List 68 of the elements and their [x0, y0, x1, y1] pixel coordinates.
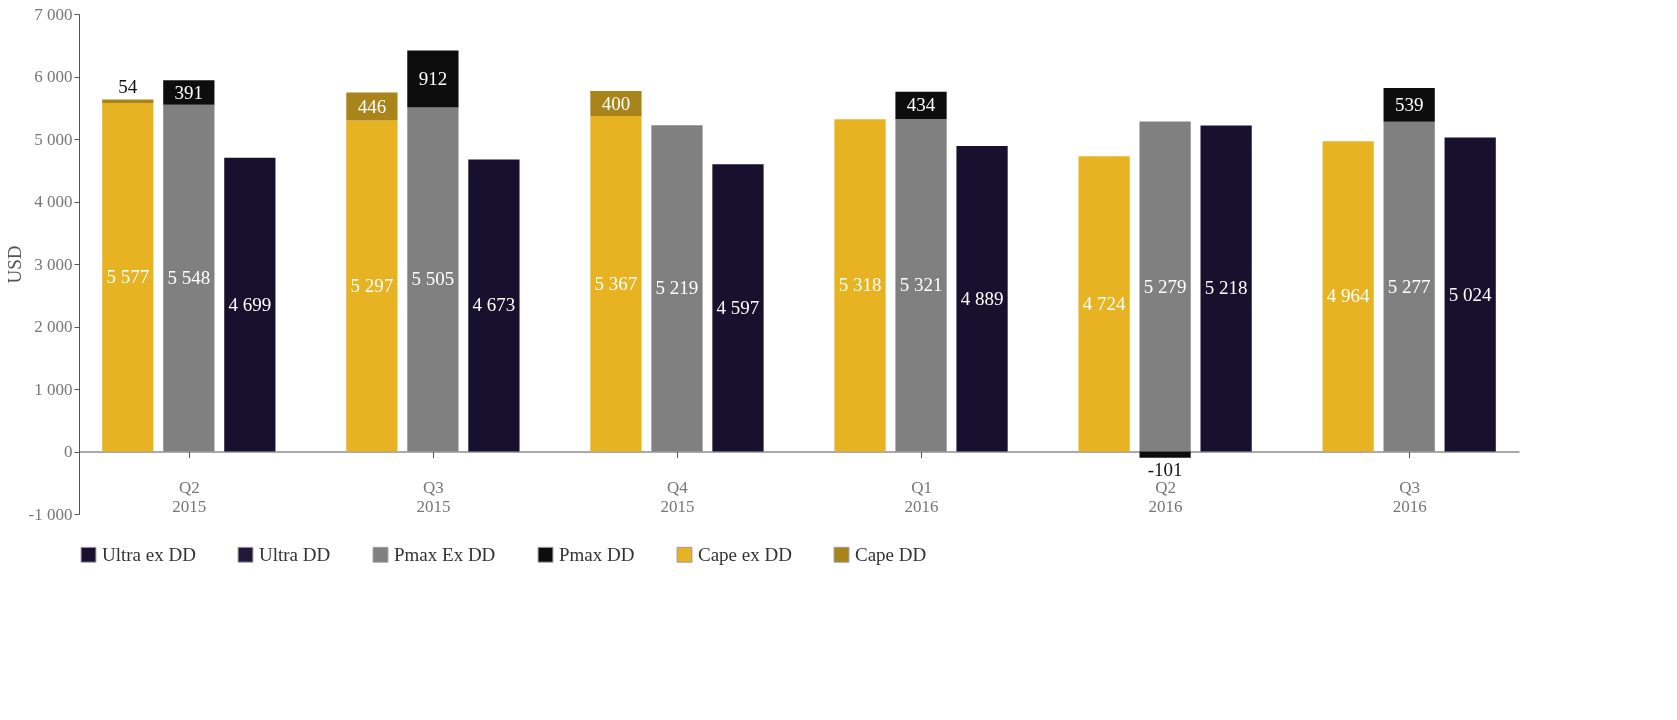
bar	[1444, 137, 1496, 452]
data-label: 4 889	[960, 287, 1004, 309]
bar	[1139, 121, 1191, 452]
bar	[895, 118, 947, 452]
data-label: 391	[174, 81, 204, 103]
bar	[834, 119, 886, 452]
bar	[1322, 141, 1374, 452]
data-label: 5 318	[838, 274, 882, 296]
y-axis-title: USD	[3, 245, 25, 284]
data-label: 5 024	[1448, 283, 1493, 305]
y-tick-label: 3 000	[34, 254, 73, 274]
data-label: 5 577	[106, 266, 150, 288]
data-label: 4 724	[1082, 292, 1126, 314]
y-tick-label: 6 000	[34, 67, 73, 86]
data-label: 446	[357, 95, 387, 117]
legend-label: Cape ex DD	[698, 543, 792, 565]
data-label: 5 505	[411, 268, 455, 290]
data-label: -101	[1147, 458, 1183, 480]
data-label: 400	[601, 92, 631, 114]
y-tick-label: -1 000	[28, 504, 73, 524]
data-label: 5 548	[167, 267, 211, 289]
y-tick-label: 7 000	[34, 4, 73, 24]
data-label: 4 699	[228, 293, 272, 315]
x-tick-label: Q4 2015	[660, 478, 695, 516]
data-label: 434	[906, 94, 936, 116]
bar	[407, 107, 459, 452]
bar	[224, 157, 276, 452]
x-tick-label: Q3 2016	[1392, 478, 1427, 516]
legend-label: Pmax Ex DD	[394, 543, 496, 565]
x-tick-label: Q3 2015	[416, 478, 451, 516]
bar	[590, 116, 642, 452]
bar	[468, 159, 520, 452]
data-label: 539	[1394, 93, 1424, 115]
data-label: 5 297	[350, 274, 394, 296]
data-label: 5 277	[1387, 275, 1431, 297]
data-label: 5 367	[594, 272, 638, 294]
data-label: 54	[118, 75, 138, 97]
bar	[651, 125, 703, 452]
legend-label: Ultra ex DD	[102, 543, 196, 565]
y-tick-label: 0	[64, 442, 73, 461]
bar	[712, 164, 764, 452]
legend-label: Pmax DD	[559, 543, 635, 565]
bar	[163, 104, 215, 452]
y-tick-label: 2 000	[34, 317, 73, 336]
x-tick-label: Q1 2016	[904, 478, 939, 516]
y-tick-label: 4 000	[34, 192, 73, 211]
bar	[1078, 156, 1130, 452]
bar	[1139, 451, 1191, 458]
bar	[1383, 121, 1435, 452]
bar	[1200, 125, 1252, 452]
data-label: 4 673	[472, 294, 516, 316]
x-tick-label: Q2 2016	[1148, 478, 1183, 516]
data-label: 912	[418, 67, 448, 89]
data-label: 4 597	[716, 296, 760, 318]
data-label: 5 219	[655, 277, 699, 299]
bar	[956, 145, 1008, 452]
data-label: 5 321	[899, 274, 943, 296]
bar	[102, 102, 154, 452]
bar	[407, 50, 459, 108]
bar	[346, 120, 398, 452]
data-label: 5 279	[1143, 275, 1187, 297]
legend-label: Ultra DD	[259, 543, 331, 565]
y-tick-label: 5 000	[34, 129, 73, 149]
data-label: 5 218	[1204, 277, 1248, 299]
x-tick-label: Q2 2015	[172, 478, 207, 516]
legend-label: Cape DD	[855, 543, 927, 565]
y-tick-label: 1 000	[34, 379, 73, 399]
data-label: 4 964	[1326, 285, 1371, 307]
